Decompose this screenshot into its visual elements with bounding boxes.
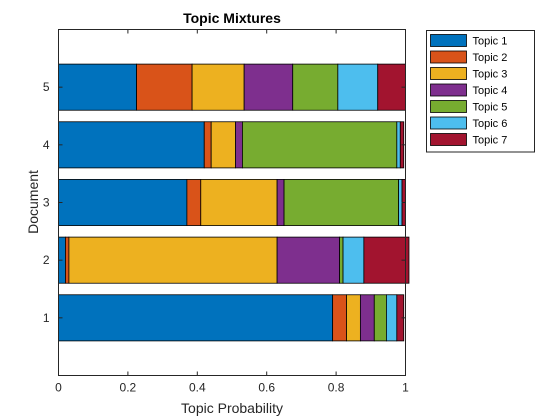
bar-doc5-topic4: [243, 63, 294, 111]
bar-doc1-topic6: [386, 294, 398, 342]
bar-doc4-topic6: [396, 121, 401, 169]
bar-doc4-topic1: [58, 121, 205, 169]
bar-doc5-topic3: [191, 63, 245, 111]
x-tick-label: 1: [402, 381, 409, 395]
y-tick-label: 2: [43, 253, 50, 267]
legend-swatch-2: [430, 50, 467, 64]
y-ticks: 1 2 3 4 5: [43, 80, 406, 325]
x-tick-label: 0: [55, 381, 62, 395]
bar-doc3-topic3: [200, 179, 278, 226]
bar-doc1-topic2: [332, 294, 347, 342]
legend-swatch-7: [430, 133, 467, 146]
bar-doc4-topic4: [235, 121, 243, 169]
x-ticks: 0 0.2 0.4 0.6 0.8 1: [55, 29, 409, 395]
legend-label-2: Topic 2: [473, 52, 508, 64]
bar-doc3-topic5: [283, 179, 399, 226]
x-tick-label: 0.8: [328, 381, 345, 395]
bar-doc3-topic4: [276, 179, 285, 226]
legend-label-7: Topic 7: [473, 135, 508, 147]
bar-doc5-topic7: [377, 63, 406, 111]
legend-label-4: Topic 4: [473, 85, 508, 97]
y-tick-label: 4: [43, 138, 50, 152]
bar-doc4-topic3: [210, 121, 236, 169]
legend-label-5: Topic 5: [473, 102, 508, 114]
y-tick-label: 3: [43, 196, 50, 210]
bar-doc5-topic6: [337, 63, 379, 111]
legend-label-6: Topic 6: [473, 118, 508, 130]
bar-doc2-topic5: [339, 236, 344, 284]
x-tick-label: 0.4: [189, 381, 206, 395]
bar-doc5-topic2: [136, 63, 193, 111]
legend: Topic 1 Topic 2 Topic 3 Topic 4 Topic 5 Topic…: [426, 30, 535, 153]
bar-doc1-topic4: [359, 294, 375, 342]
bar-doc2-topic4: [276, 236, 340, 284]
bar-doc2-topic7: [363, 236, 410, 284]
bar-doc1-topic3: [346, 294, 361, 342]
legend-swatch-5: [430, 100, 467, 113]
bar-doc1-topic1: [58, 294, 334, 342]
bar-doc4-topic2: [203, 121, 212, 169]
bar-doc5-topic5: [292, 63, 339, 111]
bar-doc1-topic5: [373, 294, 387, 342]
bar-doc3-topic1: [58, 179, 188, 226]
y-axis-label: Document: [25, 170, 41, 234]
legend-label-3: Topic 3: [473, 69, 508, 81]
x-tick-label: 0.2: [120, 381, 137, 395]
x-tick-label: 0.6: [258, 381, 275, 395]
y-tick-label: 5: [43, 80, 50, 94]
legend-swatch-4: [430, 83, 467, 97]
bars-group: [58, 63, 410, 342]
y-tick-label: 1: [43, 311, 50, 325]
bar-doc5-topic1: [58, 63, 137, 111]
legend-swatch-1: [430, 34, 467, 47]
bar-doc4-topic5: [242, 121, 398, 169]
x-axis-label: Topic Probability: [181, 400, 283, 416]
bar-doc2-topic6: [342, 236, 365, 284]
chart-title: Topic Mixtures: [183, 10, 281, 26]
bar-doc2-topic2: [65, 236, 70, 284]
legend-swatch-6: [430, 116, 467, 130]
legend-label-1: Topic 1: [473, 36, 508, 48]
bar-doc3-topic2: [186, 179, 202, 226]
legend-swatch-3: [430, 67, 467, 80]
bar-doc2-topic3: [68, 236, 278, 284]
